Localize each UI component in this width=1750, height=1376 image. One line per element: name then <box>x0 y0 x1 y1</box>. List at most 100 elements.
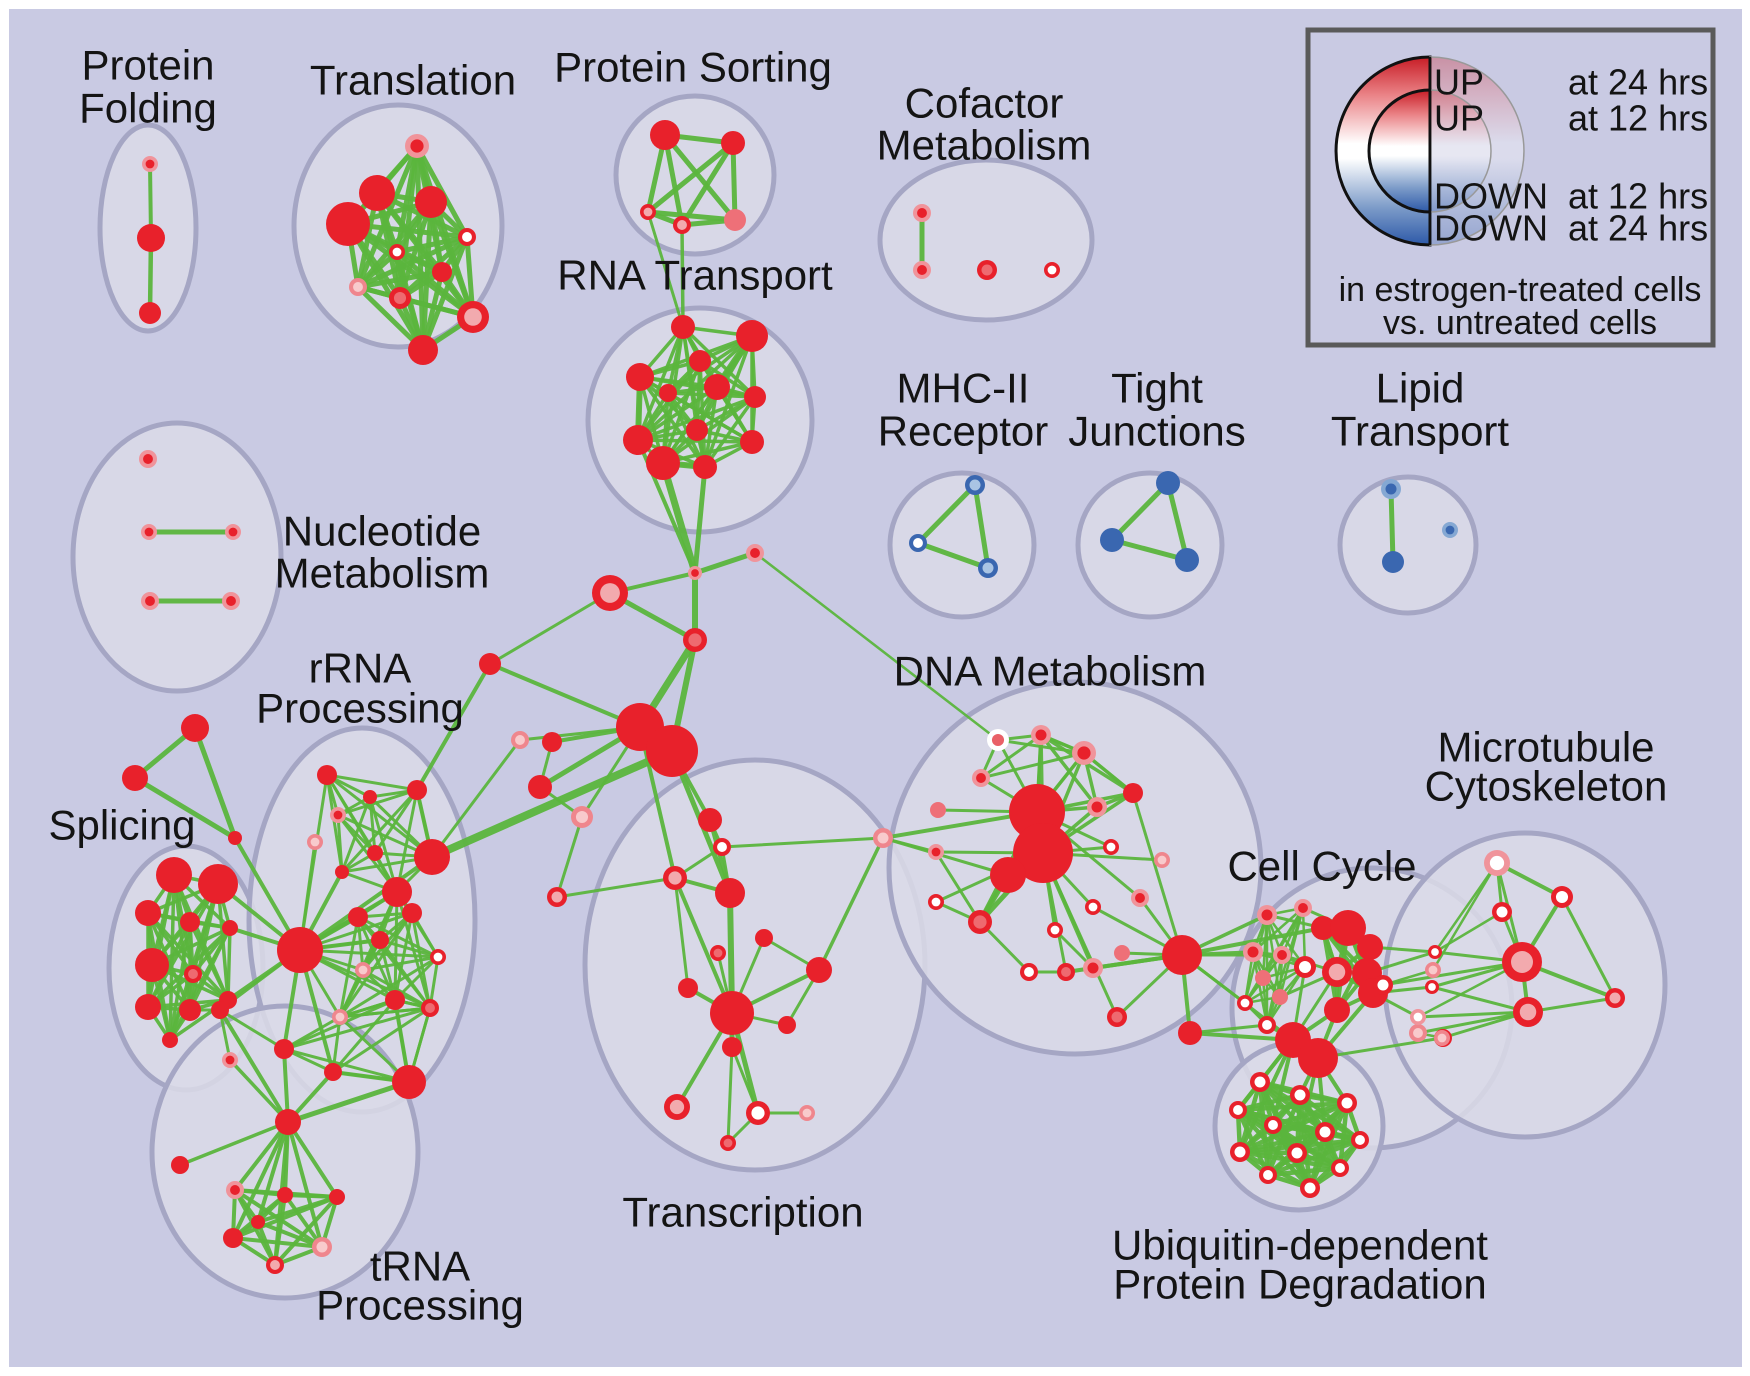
network-edge <box>636 325 685 442</box>
network-node-core <box>969 479 981 491</box>
network-node <box>693 455 717 479</box>
network-edge <box>256 1195 339 1224</box>
network-node-core <box>575 810 589 824</box>
network-node <box>623 425 653 455</box>
network-node <box>277 927 323 973</box>
network-edge <box>168 926 232 1042</box>
network-edge <box>1265 1165 1343 1178</box>
network-edge <box>132 775 238 841</box>
network-edge <box>1235 1100 1350 1113</box>
network-node <box>1162 935 1202 975</box>
network-edge <box>273 1195 339 1267</box>
network-node <box>659 384 677 402</box>
network-node <box>137 224 165 252</box>
network-node-core <box>1445 525 1455 535</box>
network-node-core <box>688 633 702 647</box>
network-node-core <box>145 596 155 606</box>
network-node <box>371 931 389 949</box>
network-node-core <box>464 308 482 326</box>
network-edge <box>226 926 232 1002</box>
network-edge <box>703 395 757 469</box>
network-edge <box>730 140 738 223</box>
cluster-label-splicing: Splicing <box>48 802 195 849</box>
cluster-label-cell-cycle: Cell Cycle <box>1227 843 1416 890</box>
network-node <box>721 131 745 155</box>
network-edge <box>394 234 470 255</box>
network-node <box>1298 1038 1338 1078</box>
network-edge <box>673 876 690 990</box>
network-node-core <box>668 871 682 885</box>
network-edge <box>666 391 754 444</box>
network-edge <box>662 132 738 223</box>
network-node-core <box>335 1012 345 1022</box>
network-link-edge <box>659 459 699 577</box>
network-edge <box>356 915 440 959</box>
network-node <box>1175 548 1199 572</box>
network-edge <box>636 438 754 444</box>
network-node <box>122 765 148 791</box>
network-node <box>156 857 192 893</box>
network-edge <box>218 1008 286 1051</box>
network-edge <box>345 221 426 353</box>
network-node-core <box>750 548 760 558</box>
cluster-label-trna-processing: tRNA <box>370 1243 470 1290</box>
network-node <box>1114 945 1130 961</box>
network-node-core <box>1298 903 1308 913</box>
network-edge <box>336 813 344 874</box>
network-node-core <box>188 969 198 979</box>
network-edge <box>282 1047 411 1084</box>
network-node <box>689 350 711 372</box>
network-node <box>363 790 377 804</box>
network-node <box>778 1016 796 1034</box>
network-node-core <box>1519 1003 1537 1021</box>
network-node <box>698 808 722 832</box>
network-edge <box>673 876 734 1015</box>
network-node-core <box>1555 890 1569 904</box>
network-edge <box>1165 480 1190 563</box>
cluster-label-mhc-ii-receptor: Receptor <box>878 408 1048 455</box>
legend-time-label: at 24 hrs <box>1568 208 1708 249</box>
network-node-core <box>723 1138 733 1148</box>
network-node-core <box>462 232 472 242</box>
network-node-core <box>333 810 343 820</box>
network-node-core <box>691 569 699 577</box>
network-node <box>326 202 370 246</box>
network-edge <box>231 1120 290 1240</box>
network-edge <box>298 948 440 959</box>
network-edge <box>703 334 754 469</box>
cluster-shape-nucleotide-metabolism <box>70 420 284 694</box>
network-edge <box>286 1120 339 1199</box>
cluster-label-protein-sorting: Protein Sorting <box>554 44 832 91</box>
network-edge <box>1430 985 1530 1014</box>
network-node <box>392 1065 426 1099</box>
network-node-core <box>392 247 402 257</box>
network-edge <box>915 482 978 546</box>
network-edge <box>1109 480 1171 543</box>
network-link-edge <box>430 738 522 859</box>
network-node <box>722 1037 742 1057</box>
network-node <box>646 725 698 777</box>
network-node <box>755 929 773 947</box>
network-edge <box>368 795 377 855</box>
network-node <box>402 903 422 923</box>
network-node <box>382 877 412 907</box>
network-edge <box>331 1006 432 1074</box>
network-node-core <box>643 207 653 217</box>
network-node-core <box>1106 842 1116 852</box>
cluster-shape-lipid-transport <box>1337 474 1479 616</box>
network-link-edge <box>1180 926 1325 957</box>
network-edge <box>368 795 399 894</box>
network-edge <box>192 725 238 841</box>
network-node-core <box>515 735 525 745</box>
network-node-core <box>1061 967 1071 977</box>
network-node-core <box>1261 909 1273 921</box>
legend-direction-label: DOWN <box>1434 176 1548 217</box>
network-link-edge <box>555 815 584 899</box>
cluster-label-ubiquitin-degradation: Protein Degradation <box>1113 1261 1487 1308</box>
network-edge <box>338 955 440 1019</box>
network-node <box>408 335 438 365</box>
network-node-core <box>310 837 320 847</box>
network-node <box>1272 989 1288 1005</box>
network-node <box>181 714 209 742</box>
network-edge <box>325 773 434 859</box>
